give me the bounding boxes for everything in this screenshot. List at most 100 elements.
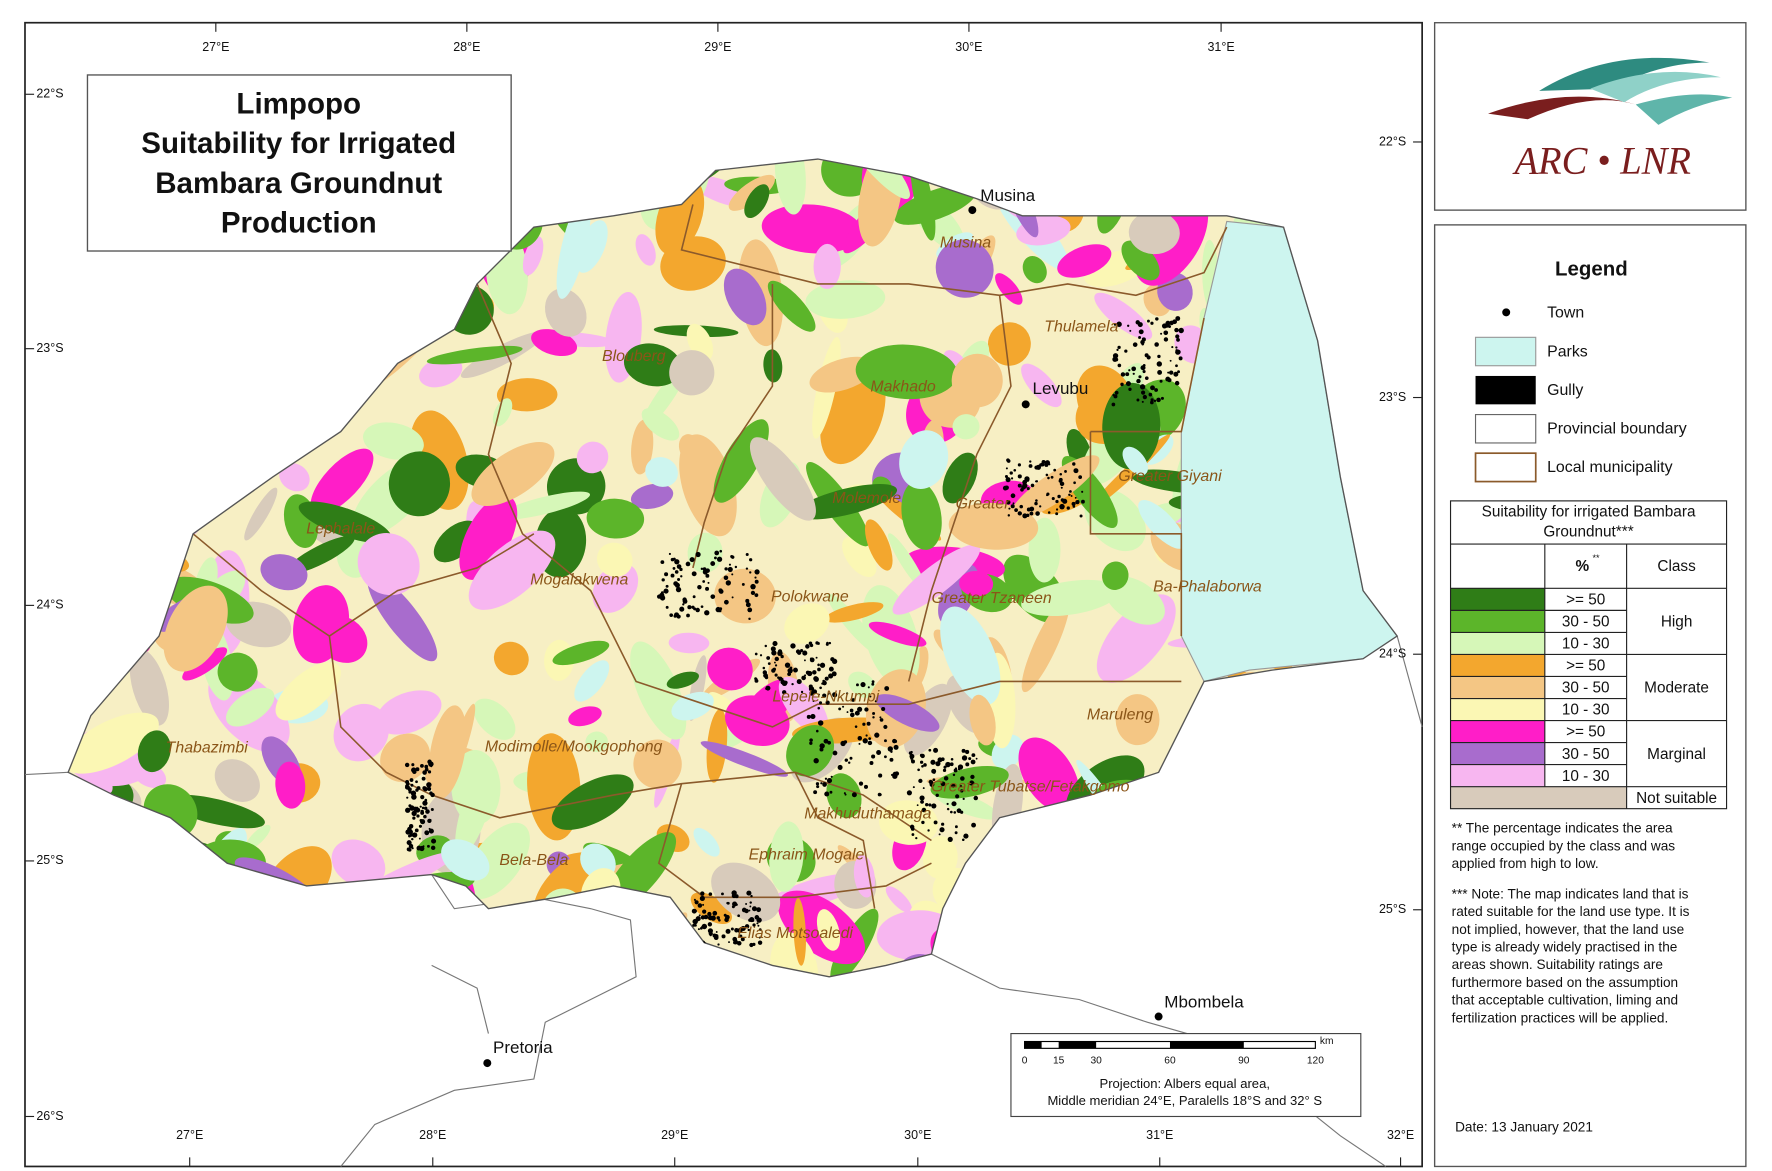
gully-areas [404,316,1184,948]
gully-dot [731,573,734,576]
municipality-label: Modimolle/Mookgophong [485,739,663,756]
table-swatch [1450,764,1545,787]
gully-dot [1055,499,1059,504]
gully-dot [884,686,890,691]
legend-label: Parks [1547,343,1588,360]
table-range: >= 50 [1566,658,1605,675]
gully-dot [892,773,898,779]
title: Limpopo Suitability for Irrigated Bambara … [141,87,456,239]
gully-dot [411,810,417,817]
note-line: *** Note: The map indicates land that is [1452,886,1689,901]
land-patch [244,487,278,541]
table-range: 10 - 30 [1562,768,1610,785]
gully-dot [1059,481,1065,487]
gully-dot [947,836,953,842]
gully-dot [1112,393,1115,397]
gully-dot [872,716,875,719]
gully-dot [869,761,874,765]
gully-dot [1066,506,1070,510]
table-class: Marginal [1647,746,1706,763]
land-patch [778,676,829,736]
gully-dot [922,787,925,790]
gully-dot [935,793,939,798]
gully-dot [1160,332,1163,335]
land-patch [575,220,608,273]
land-patch [129,648,169,726]
gully-dot [708,892,713,896]
gully-dot [893,739,898,744]
legend-provincial-swatch [1474,413,1537,444]
graticule-label: 31°E [1146,1128,1173,1142]
gully-dot [717,943,720,946]
gully-dot [822,693,827,698]
gully-dot [1117,345,1121,350]
gully-dot [716,556,723,562]
gully-dot [1017,483,1022,488]
gully-dot [427,786,432,791]
graticule-label: 28°E [419,1128,446,1142]
map-labels: 27°E 28°E 29°E 30°E 31°E 27°E 28°E 29°E 30°E 31°E… [24,22,1423,1167]
gully-dot [745,602,751,608]
table-class: Not suitable [1636,790,1717,807]
land-patch [1128,211,1180,255]
gully-dot [816,642,820,645]
scale-segment [1169,1041,1244,1049]
gully-dot [767,662,771,665]
gully-dot [793,644,796,648]
gully-dot [419,818,423,822]
gully-dot [827,740,831,745]
gully-dot [758,936,761,939]
gully-dot [1070,494,1073,497]
land-patch [645,457,678,487]
gully-dot [679,567,683,572]
land-patch [1057,244,1112,278]
land-patch [245,824,271,850]
gully-dot [939,827,945,833]
table-swatch [1450,720,1545,743]
legend-parks-swatch [1474,336,1537,367]
scale-tick-label: 120 [1307,1056,1324,1067]
gully-dot [1010,504,1015,509]
gully-dot [800,690,804,694]
gully-dot [789,666,793,670]
land-patch [796,484,898,520]
gully-dot [697,903,703,908]
gully-dot [867,686,870,689]
gully-dot [931,803,937,809]
graticule-label: 28°E [453,40,480,54]
gully-dot [844,793,847,796]
land-patch [707,647,753,691]
note-line: fertilization practices will be applied. [1452,1010,1669,1025]
land-patch [468,530,556,610]
gully-dot [921,765,924,768]
gully-dot [930,759,936,765]
gully-dot [848,761,851,764]
graticule-label: 22°S [1379,134,1406,148]
gully-dot [949,810,953,814]
gully-dot [680,575,683,578]
logo-swoosh [1488,57,1733,125]
gully-dot [812,670,817,675]
land-patch [376,690,442,735]
gully-dot [849,756,853,760]
municipality-boundary [907,295,1012,682]
gully-dot [832,692,838,698]
gully-dot [1129,329,1132,332]
gully-dot [739,934,743,938]
gully-dot [928,811,931,814]
gully-dot [1136,378,1141,384]
gully-dot [1173,371,1179,377]
gully-dot [430,845,436,851]
gully-dot [812,689,818,695]
land-patch [668,632,710,654]
municipality-label: Makhuduthamaga [804,806,931,823]
graticule-label: 31°E [1207,40,1234,54]
gully-dot [1064,470,1067,473]
gully-dot [1048,463,1051,466]
gully-dot [1029,506,1035,512]
gully-dot [415,767,420,772]
gully-dot [419,805,422,808]
land-patch [163,585,228,672]
gully-dot [1014,508,1018,512]
gully-dot [1046,493,1049,497]
